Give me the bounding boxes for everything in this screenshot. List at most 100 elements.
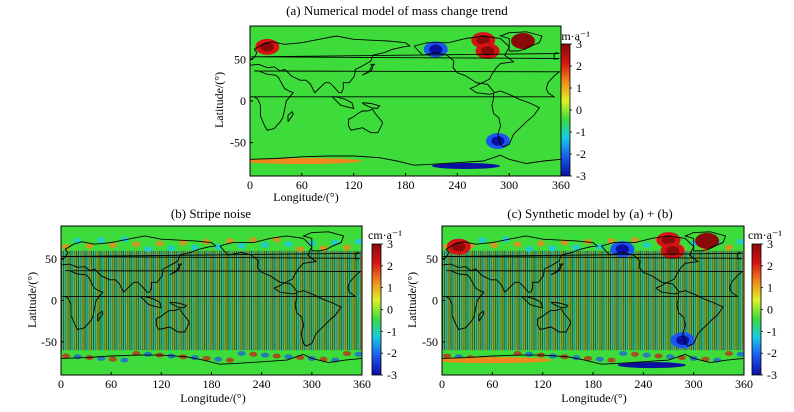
panel-b-stripe-pos	[121, 250, 123, 351]
panel-c-noise-blob	[525, 246, 534, 253]
panel-c-stripe-neg	[523, 250, 525, 351]
panel-b-stripe-neg	[337, 250, 339, 351]
panel-c-noise-blob	[525, 351, 534, 357]
panel-c-stripe-pos	[645, 250, 647, 351]
panel-c-stripe-neg	[640, 250, 642, 351]
panel-b-stripe-pos	[185, 250, 187, 351]
panel-c-stripe-neg	[474, 250, 476, 351]
panel-b-stripe-neg	[85, 250, 87, 351]
panel-c-stripe-pos	[596, 250, 598, 351]
panel-c-stripe-pos	[691, 250, 693, 351]
panel-c-stripe-neg	[628, 250, 630, 351]
y-tick-label: -50	[230, 136, 246, 150]
panel-b-cbar-unit: cm·a⁻¹	[368, 228, 402, 242]
panel-c-noise-blob	[548, 245, 557, 252]
panel-b-noise-blob	[261, 242, 270, 249]
panel-c-noise-blob	[619, 350, 628, 356]
panel-c-stripe-neg	[696, 250, 698, 351]
feature-core	[480, 46, 495, 56]
panel-b-stripe-pos	[298, 250, 300, 351]
panel-b-stripe-pos	[301, 250, 303, 351]
panel-c-stripe-pos	[634, 250, 636, 351]
panel-b-stripe-neg	[138, 250, 140, 351]
panel-c-stripe-neg	[685, 250, 687, 351]
panel-b-stripe-pos	[249, 250, 251, 351]
panel-b-noise-blob	[179, 239, 188, 246]
panel-c-stripe-pos	[740, 250, 742, 351]
panel-c-stripe-neg	[602, 250, 604, 351]
panel-c-stripe-neg	[609, 250, 611, 351]
panel-c-stripe-neg	[579, 250, 581, 351]
panel-b-stripe-neg	[160, 250, 162, 351]
panel-b-stripe-neg	[145, 250, 147, 351]
panel-b-noise-blob	[62, 353, 71, 359]
panel-b-noise-blob	[261, 352, 270, 358]
panel-c-stripe-pos	[506, 250, 508, 351]
coastline	[537, 308, 571, 333]
panel-c-stripe-neg	[557, 250, 559, 351]
x-tick-label: 120	[152, 377, 170, 391]
panel-b-stripe-pos	[188, 250, 190, 351]
panel-c-stripe-pos	[642, 250, 644, 351]
panel-c-stripe-neg	[727, 250, 729, 351]
panel-b-stripe-neg	[149, 250, 151, 351]
panel-c-stripe-pos	[717, 250, 719, 351]
panel-b-stripe-neg	[296, 250, 298, 351]
panel-c-stripe-pos	[562, 250, 564, 351]
panel-b-stripe-pos	[316, 250, 318, 351]
panel-b-stripe-pos	[192, 250, 194, 351]
panel-b-stripe-pos	[305, 250, 307, 351]
panel-b-xlabel: Longitude/(°)	[180, 391, 245, 405]
panel-b-stripe-neg	[292, 250, 294, 351]
panel-b-stripe-pos	[177, 250, 179, 351]
panel-c-stripe-pos	[483, 250, 485, 351]
panel-b-stripe-pos	[76, 250, 78, 351]
panel-b-noise-blob	[155, 240, 164, 247]
panel-c-noise-blob	[654, 353, 663, 359]
panel-c-stripe-pos	[460, 250, 462, 351]
panel-c-stripe-pos	[479, 250, 481, 351]
panel-c-stripe-neg	[723, 250, 725, 351]
panel-b-stripe-neg	[108, 250, 110, 351]
panel-b-stripe-pos	[113, 250, 115, 351]
panel-c-stripe-pos	[725, 250, 727, 351]
panel-b-noise-blob	[272, 353, 281, 359]
panel-c-stripe-pos	[600, 250, 602, 351]
panel-b-stripe-neg	[81, 250, 83, 351]
panel-b-noise-blob	[120, 357, 129, 363]
panel-b-stripe-pos	[324, 250, 326, 351]
colorbar-tick-label: 0	[576, 103, 582, 117]
panel-c-stripe-pos	[589, 250, 591, 351]
x-tick-label: 60	[486, 377, 498, 391]
colorbar-tick-label: -3	[576, 169, 586, 183]
panel-b-stripe-pos	[271, 250, 273, 351]
panel-b-stripe-pos	[260, 250, 262, 351]
panel-c-noise-blob	[630, 237, 639, 244]
panel-c-stripe-pos	[574, 250, 576, 351]
panel-a-title: (a) Numerical model of mass change trend	[286, 3, 508, 18]
panel-c-stripe-neg	[545, 250, 547, 351]
x-tick-label: 180	[584, 377, 602, 391]
panel-c-stripe-pos	[619, 250, 621, 351]
colorbar-tick-label: 1	[767, 281, 773, 295]
x-tick-label: 120	[534, 377, 552, 391]
panel-c-stripe-pos	[668, 250, 670, 351]
panel-b-stripe-neg	[281, 250, 283, 351]
coastline	[61, 235, 217, 293]
panel-c-stripe-pos	[615, 250, 617, 351]
panel-c-stripe-pos	[657, 250, 659, 351]
panel-c-stripe-neg	[632, 250, 634, 351]
panel-c-stripe-pos	[498, 250, 500, 351]
x-tick-label: 360	[353, 377, 371, 391]
panel-c-noise-blob	[536, 240, 545, 247]
panel-b-stripe-pos	[343, 250, 345, 351]
y-tick-label: 50	[426, 252, 438, 266]
panel-c-stripe-neg	[534, 250, 536, 351]
panel-b-stripe-neg	[175, 250, 177, 351]
feature-core	[476, 35, 490, 45]
panel-b-stripe-pos	[181, 250, 183, 351]
panel-b-stripe-pos	[286, 250, 288, 351]
panel-c-stripe-pos	[623, 250, 625, 351]
panel-c-stripe-neg	[470, 250, 472, 351]
